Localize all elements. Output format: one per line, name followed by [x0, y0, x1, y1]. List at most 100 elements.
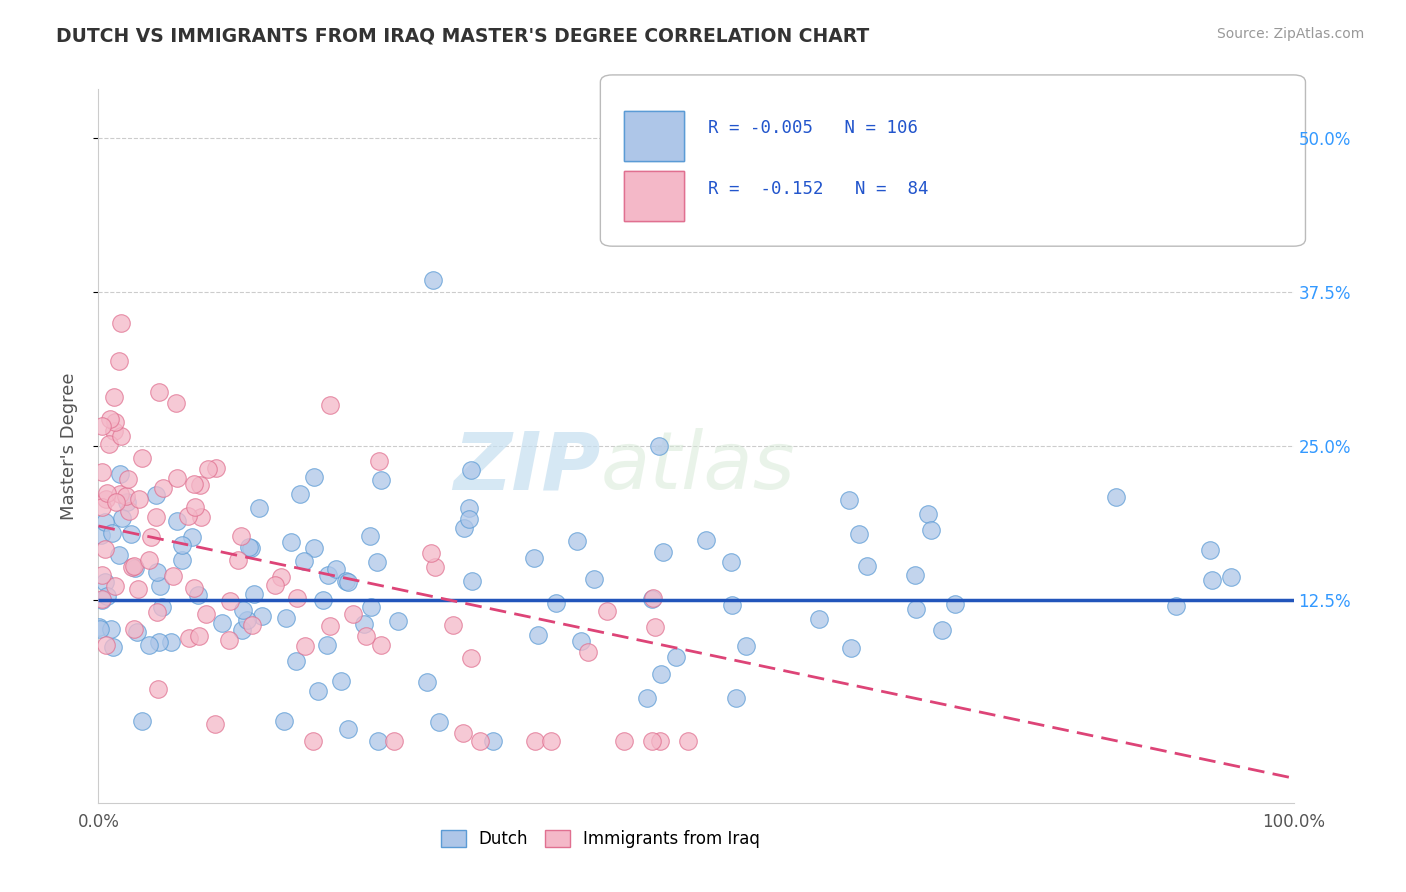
- Dutch: [96, 589, 118, 603]
- Dutch: [276, 611, 298, 625]
- Dutch: [427, 715, 450, 730]
- Immigrants from Iraq: [648, 734, 671, 748]
- Immigrants from Iraq: [162, 569, 184, 583]
- Dutch: [312, 593, 335, 607]
- Immigrants from Iraq: [524, 734, 547, 748]
- Dutch: [337, 575, 360, 590]
- Dutch: [180, 530, 202, 544]
- Text: DUTCH VS IMMIGRANTS FROM IRAQ MASTER'S DEGREE CORRELATION CHART: DUTCH VS IMMIGRANTS FROM IRAQ MASTER'S D…: [56, 27, 869, 45]
- Dutch: [353, 616, 375, 631]
- Immigrants from Iraq: [104, 579, 127, 593]
- Immigrants from Iraq: [319, 398, 342, 412]
- Immigrants from Iraq: [108, 354, 131, 368]
- Immigrants from Iraq: [613, 734, 636, 748]
- Dutch: [231, 623, 253, 637]
- Immigrants from Iraq: [370, 638, 392, 652]
- Dutch: [461, 574, 484, 589]
- Dutch: [458, 511, 481, 525]
- Immigrants from Iraq: [596, 604, 619, 618]
- Dutch: [232, 603, 254, 617]
- Immigrants from Iraq: [183, 477, 205, 491]
- Dutch: [457, 500, 479, 515]
- Immigrants from Iraq: [108, 486, 131, 500]
- Dutch: [89, 622, 111, 636]
- Text: atlas: atlas: [600, 428, 796, 507]
- Dutch: [416, 675, 439, 690]
- Dutch: [1220, 570, 1243, 584]
- Dutch: [665, 649, 688, 664]
- Dutch: [370, 473, 392, 487]
- Immigrants from Iraq: [420, 547, 443, 561]
- Dutch: [94, 515, 117, 529]
- Dutch: [94, 575, 117, 590]
- Immigrants from Iraq: [91, 568, 114, 582]
- Dutch: [335, 574, 357, 588]
- Immigrants from Iraq: [425, 560, 447, 574]
- Dutch: [943, 597, 966, 611]
- Immigrants from Iraq: [468, 734, 491, 748]
- Dutch: [247, 500, 270, 515]
- Immigrants from Iraq: [354, 629, 377, 643]
- Dutch: [115, 494, 138, 508]
- Dutch: [170, 553, 193, 567]
- Dutch: [145, 488, 167, 502]
- Immigrants from Iraq: [287, 591, 309, 605]
- Immigrants from Iraq: [91, 419, 114, 434]
- Dutch: [273, 714, 295, 728]
- Dutch: [307, 684, 329, 698]
- Immigrants from Iraq: [93, 541, 115, 556]
- Dutch: [166, 514, 188, 528]
- Dutch: [650, 667, 672, 681]
- Dutch: [302, 470, 325, 484]
- Dutch: [841, 640, 863, 655]
- Immigrants from Iraq: [460, 651, 482, 665]
- Immigrants from Iraq: [368, 454, 391, 468]
- Immigrants from Iraq: [110, 429, 132, 443]
- Dutch: [1105, 490, 1128, 504]
- Dutch: [724, 691, 747, 706]
- Dutch: [91, 593, 114, 607]
- Immigrants from Iraq: [104, 416, 127, 430]
- Dutch: [329, 673, 352, 688]
- Immigrants from Iraq: [219, 593, 242, 607]
- Immigrants from Iraq: [576, 645, 599, 659]
- Immigrants from Iraq: [177, 508, 200, 523]
- Dutch: [150, 600, 173, 615]
- Dutch: [583, 572, 606, 586]
- Dutch: [280, 535, 302, 549]
- Dutch: [917, 507, 939, 521]
- Text: Source: ZipAtlas.com: Source: ZipAtlas.com: [1216, 27, 1364, 41]
- Dutch: [651, 545, 673, 559]
- Legend: Dutch, Immigrants from Iraq: Dutch, Immigrants from Iraq: [434, 823, 766, 855]
- Immigrants from Iraq: [124, 559, 146, 574]
- Dutch: [120, 526, 142, 541]
- Dutch: [546, 596, 568, 610]
- Immigrants from Iraq: [188, 478, 211, 492]
- Dutch: [856, 559, 879, 574]
- Dutch: [250, 609, 273, 624]
- Dutch: [359, 528, 381, 542]
- Dutch: [146, 566, 169, 580]
- Dutch: [236, 613, 259, 627]
- Dutch: [569, 634, 592, 648]
- Immigrants from Iraq: [301, 734, 323, 748]
- Dutch: [103, 640, 125, 654]
- Dutch: [366, 556, 388, 570]
- Immigrants from Iraq: [205, 460, 228, 475]
- Immigrants from Iraq: [115, 489, 138, 503]
- Immigrants from Iraq: [218, 633, 240, 648]
- Immigrants from Iraq: [96, 639, 118, 653]
- Dutch: [481, 734, 503, 748]
- Dutch: [567, 533, 589, 548]
- Immigrants from Iraq: [264, 577, 287, 591]
- Immigrants from Iraq: [177, 632, 200, 646]
- Dutch: [695, 533, 717, 548]
- Immigrants from Iraq: [676, 734, 699, 748]
- Dutch: [87, 620, 110, 634]
- Dutch: [387, 614, 409, 628]
- Dutch: [148, 579, 170, 593]
- Immigrants from Iraq: [96, 485, 118, 500]
- Dutch: [127, 625, 149, 640]
- Immigrants from Iraq: [166, 470, 188, 484]
- Immigrants from Iraq: [146, 682, 169, 697]
